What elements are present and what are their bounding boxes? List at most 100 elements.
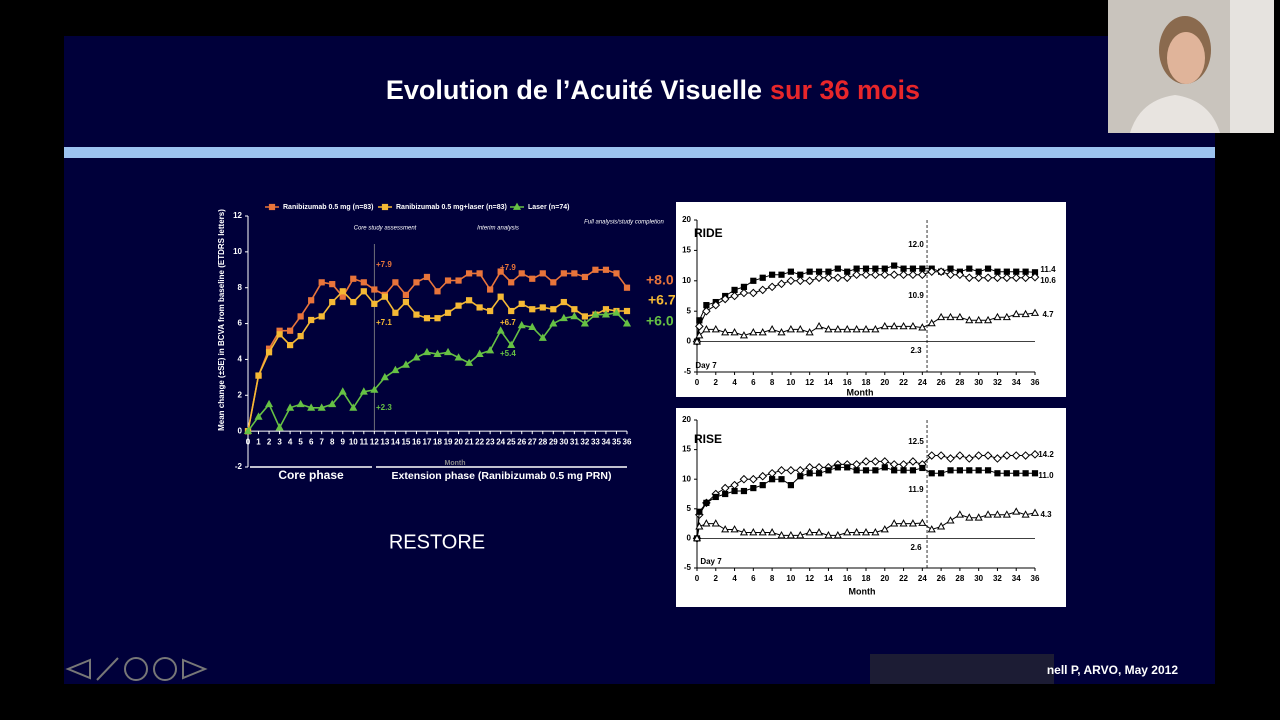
marker: [947, 467, 954, 474]
marker: [964, 454, 974, 463]
marker: [360, 288, 367, 295]
marker: [993, 273, 1002, 283]
x-tick-label: 16: [412, 437, 421, 446]
x-tick-label: 16: [843, 574, 852, 583]
marker: [1021, 309, 1030, 318]
marker: [349, 403, 358, 411]
marker: [758, 528, 767, 536]
nav-prev[interactable]: [65, 658, 91, 680]
marker: [507, 340, 516, 348]
marker: [955, 312, 964, 321]
marker: [268, 203, 276, 211]
marker: [413, 311, 420, 318]
marker: [769, 271, 776, 278]
x-tick-label: 14: [824, 378, 833, 387]
marker: [465, 358, 474, 366]
x-tick-label: 34: [601, 437, 610, 446]
x-tick-label: 28: [955, 378, 964, 387]
marker: [974, 451, 983, 460]
y-tick-label: 10: [682, 276, 691, 285]
marker: [964, 273, 974, 283]
marker: [360, 279, 367, 286]
marker: [455, 277, 462, 284]
x-tick-label: 32: [993, 378, 1002, 387]
marker: [329, 281, 336, 288]
x-tick-label: 3: [277, 437, 282, 446]
x-tick-label: 28: [955, 574, 964, 583]
title-rule: [64, 147, 1215, 158]
marker: [350, 275, 357, 282]
marker: [339, 288, 346, 295]
marker: [927, 525, 936, 533]
nav-menu[interactable]: [153, 657, 177, 681]
marker: [581, 313, 588, 320]
marker: [861, 528, 871, 536]
marker: [786, 276, 796, 286]
marker: [528, 322, 537, 331]
marker: [1002, 273, 1012, 283]
marker: [797, 473, 804, 480]
x-tick-label: 20: [454, 437, 463, 446]
x-tick-label: 29: [549, 437, 558, 446]
marker: [276, 331, 283, 338]
marker: [380, 372, 389, 381]
marker: [592, 266, 599, 273]
study-label: RESTORE: [389, 531, 485, 553]
marker: [476, 270, 483, 277]
marker: [580, 319, 589, 327]
marker: [486, 346, 495, 354]
marker: [1011, 451, 1021, 460]
marker: [853, 467, 860, 474]
x-tick-label: 18: [433, 437, 442, 446]
marker: [834, 464, 841, 471]
citation: nell P, ARVO, May 2012: [1047, 663, 1179, 677]
annotation: +7.1: [376, 318, 392, 327]
x-tick-label: 4: [732, 574, 737, 583]
x-tick-label: 12: [805, 378, 814, 387]
x-tick-label: 7: [319, 437, 324, 446]
marker: [956, 467, 963, 474]
marker: [739, 528, 748, 536]
x-tick-label: 36: [1031, 574, 1040, 583]
marker: [703, 499, 710, 506]
y-tick-label: 10: [233, 247, 242, 256]
marker: [1012, 507, 1021, 515]
marker: [265, 399, 274, 408]
marker: [623, 284, 631, 291]
marker: [571, 306, 578, 313]
x-tick-label: 12: [805, 574, 814, 583]
nav-pen[interactable]: [96, 657, 119, 681]
marker: [805, 528, 814, 536]
marker: [412, 353, 421, 361]
marker: [825, 467, 832, 474]
marker: [815, 528, 824, 536]
nav-next[interactable]: [182, 658, 208, 680]
marker: [381, 293, 388, 300]
annotation: 11.0: [1038, 471, 1054, 480]
marker: [623, 307, 631, 315]
annotation: +6.0: [646, 313, 674, 329]
marker: [454, 353, 463, 361]
nav-slides[interactable]: [124, 657, 148, 681]
y-tick-label: 0: [687, 534, 692, 543]
marker: [899, 321, 908, 330]
marker: [465, 297, 473, 304]
marker: [974, 315, 983, 324]
marker: [339, 293, 346, 300]
marker: [517, 320, 526, 329]
annotation: 10.9: [908, 291, 924, 300]
marker: [966, 265, 973, 272]
marker: [889, 270, 899, 280]
marker: [529, 275, 536, 282]
marker: [749, 474, 758, 484]
marker: [696, 508, 703, 515]
marker: [695, 522, 704, 530]
phase-label: Core phase: [278, 468, 344, 482]
marker: [401, 360, 410, 368]
marker: [487, 307, 494, 315]
marker: [692, 533, 702, 542]
marker: [786, 325, 795, 333]
y-tick-label: 12: [233, 211, 242, 220]
marker: [768, 528, 777, 536]
y-tick-label: -5: [684, 563, 692, 572]
